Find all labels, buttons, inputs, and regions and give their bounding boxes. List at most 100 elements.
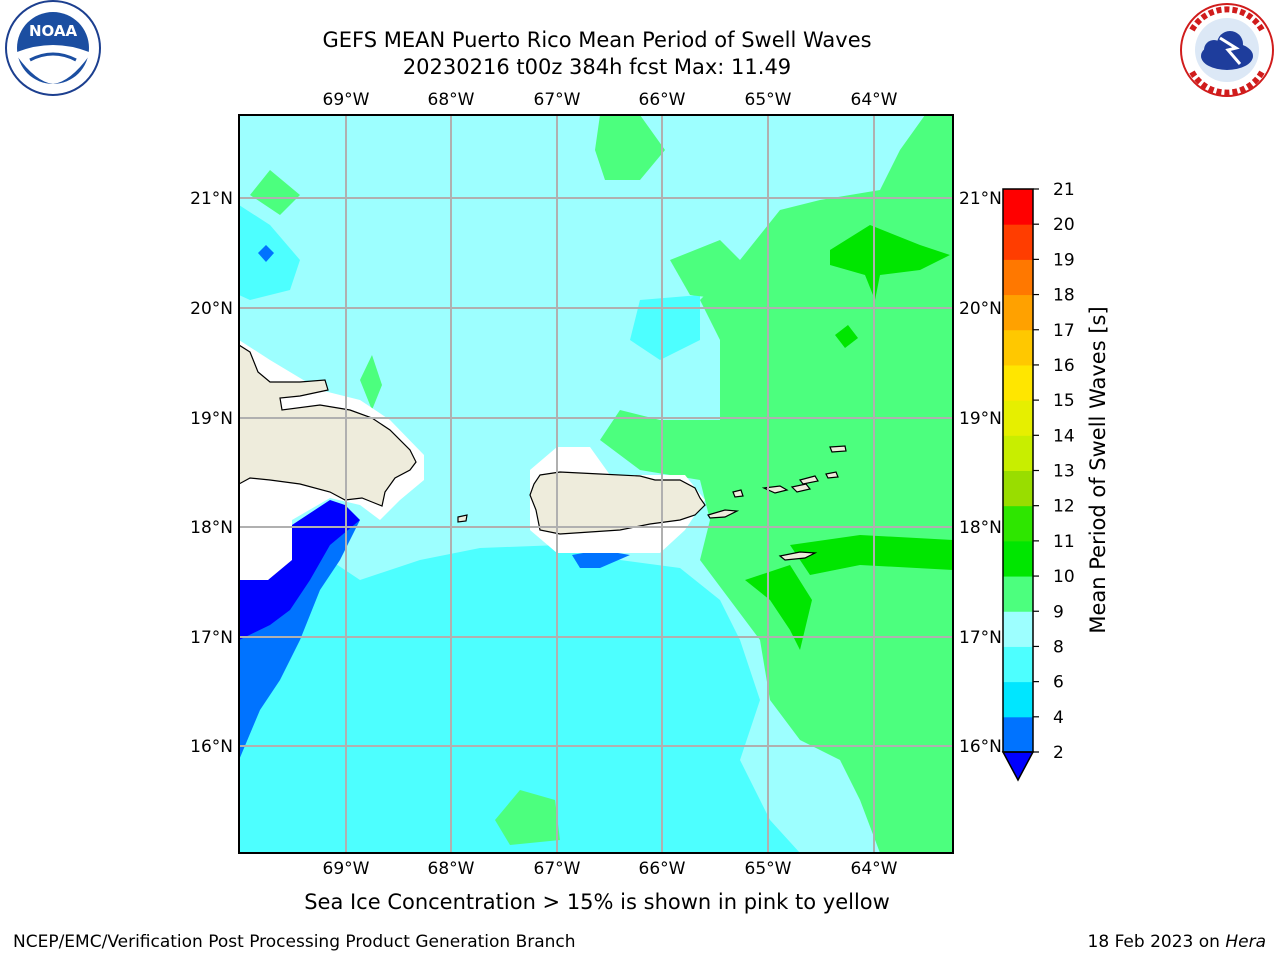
colorbar-segment [1003,294,1033,331]
latitude-label: 20°N [190,299,233,319]
period-9-10-patch [360,355,382,410]
colorbar-tick-label: 12 [1053,497,1075,517]
colorbar-tick-label: 14 [1053,426,1075,446]
period-4-6-patch [258,245,274,262]
land-st-croix [778,551,818,561]
colorbar-segment [1003,189,1033,225]
colorbar-tick-label: 2 [1053,743,1064,763]
longitude-labels-top: 69°W 68°W 67°W 66°W 65°W 64°W [323,90,898,110]
map-plot-area [239,115,953,853]
chart-title: GEFS MEAN Puerto Rico Mean Period of Swe… [322,28,872,52]
map-frame [238,114,954,854]
latitude-label: 16°N [190,737,233,757]
colorbar-segment [1003,470,1033,507]
longitude-label: 65°W [745,859,792,879]
colorbar-segment [1003,400,1033,436]
colorbar-tick-label: 11 [1053,532,1075,552]
colorbar-tick-label: 17 [1053,321,1075,341]
latitude-label: 21°N [190,189,233,209]
land-tortola [798,475,819,485]
colorbar-segment [1003,540,1033,577]
period-9-10-patch [250,170,300,215]
colorbar-tick-label: 6 [1053,673,1064,693]
colorbar-segment [1003,681,1033,718]
land-islet [457,514,468,523]
colorbar-tick-label: 21 [1053,180,1075,200]
colorbar-tick-label: 4 [1053,708,1064,728]
latitude-label: 20°N [959,299,1002,319]
footer-date-text: 18 Feb 2023 on [1087,932,1220,952]
colorbar-tick-label: 9 [1053,602,1064,622]
latitude-label: 17°N [959,628,1002,648]
colorbar-segment [1003,576,1033,612]
colorbar-tick-label: 15 [1053,391,1075,411]
colorbar-segment [1003,435,1033,471]
colorbar-segment [1003,611,1033,647]
colorbar-tick-label: 13 [1053,462,1075,482]
land-culebra [732,489,744,498]
latitude-label: 19°N [190,409,233,429]
footer-credit: NCEP/EMC/Verification Post Processing Pr… [13,932,576,952]
colorbar: 2 4 6 8 9 10 11 12 13 14 15 16 17 18 19 20 21 [1001,180,1075,782]
colorbar-segment [1003,224,1033,260]
colorbar-tick-label: 10 [1053,567,1075,587]
period-10-11-patch [835,325,858,348]
longitude-label: 66°W [639,90,686,110]
period-10-11-patch [745,565,812,650]
period-4-6-patch [572,550,630,568]
colorbar-title: Mean Period of Swell Waves [s] [1086,306,1110,634]
land-st-thomas [761,485,789,494]
gridlines [239,115,953,853]
latitude-label: 18°N [190,518,233,538]
latitude-label: 21°N [959,189,1002,209]
colorbar-extend-arrow [1001,751,1035,782]
longitude-label: 64°W [851,859,898,879]
sea-ice-note: Sea Ice Concentration > 15% is shown in … [304,890,890,914]
colorbar-tick-label: 20 [1053,215,1075,235]
colorbar-tick-label: 19 [1053,250,1075,270]
period-9-10-patch [495,790,560,845]
colorbar-segment [1003,646,1033,683]
period-9-10-region [600,115,953,853]
land-vieques [707,509,740,519]
land-hispaniola [239,344,417,507]
period-9-10-patch [670,240,750,300]
period-9-10-patch [595,115,665,180]
colorbar-tick-label: 18 [1053,286,1075,306]
latitude-label: 19°N [959,409,1002,429]
land-anegada [829,445,847,453]
latitude-labels-left: 21°N 20°N 19°N 18°N 17°N 16°N [190,189,233,757]
period-6-8-patch [630,295,700,360]
nws-logo [1180,3,1274,97]
longitude-label: 65°W [745,90,792,110]
longitude-label: 69°W [323,859,370,879]
land-virgin-gorda [825,471,839,479]
longitude-label: 69°W [323,90,370,110]
longitude-label: 68°W [428,90,475,110]
period-10-11-patch [830,225,950,300]
chart-subtitle: 20230216 t00z 384h fcst Max: 11.49 [402,55,792,79]
colorbar-segment [1003,505,1033,542]
longitude-labels-bottom: 69°W 68°W 67°W 66°W 65°W 64°W [323,859,898,879]
footer-date: 18 Feb 2023 on Hera [1088,932,1266,952]
longitude-label: 67°W [534,859,581,879]
latitude-labels-right: 21°N 20°N 19°N 18°N 17°N 16°N [959,189,1002,757]
land-st-john [790,483,812,493]
footer-machine: Hera [1225,932,1266,952]
colorbar-segment [1003,364,1033,401]
longitude-label: 67°W [534,90,581,110]
period-6-8-region [239,520,800,853]
colorbar-segment [1003,259,1033,296]
noaa-logo-text: NOAA [29,22,78,40]
latitude-label: 16°N [959,737,1002,757]
latitude-label: 17°N [190,628,233,648]
longitude-label: 68°W [428,859,475,879]
longitude-label: 66°W [639,859,686,879]
colorbar-segment [1003,329,1033,366]
colorbar-segment [1003,716,1033,753]
longitude-label: 64°W [851,90,898,110]
period-2-4-region [239,500,360,640]
period-10-11-patch [790,535,953,575]
